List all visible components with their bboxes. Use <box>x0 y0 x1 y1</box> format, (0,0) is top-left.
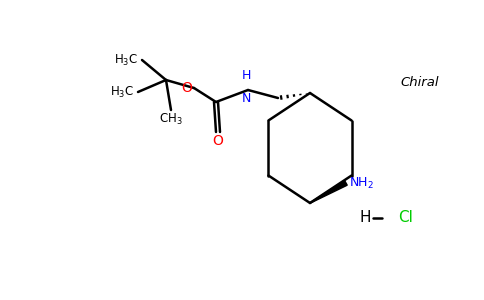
Text: H$_3$C: H$_3$C <box>114 52 138 68</box>
Text: CH$_3$: CH$_3$ <box>159 112 183 127</box>
Text: Chiral: Chiral <box>400 76 439 88</box>
Polygon shape <box>310 181 347 203</box>
Text: O: O <box>181 81 192 95</box>
Text: NH$_2$: NH$_2$ <box>349 176 374 190</box>
Text: O: O <box>212 134 224 148</box>
Text: H$_3$C: H$_3$C <box>110 84 134 100</box>
Text: N: N <box>242 92 251 105</box>
Text: Cl: Cl <box>398 211 413 226</box>
Text: H: H <box>359 211 371 226</box>
Text: H: H <box>242 69 251 82</box>
